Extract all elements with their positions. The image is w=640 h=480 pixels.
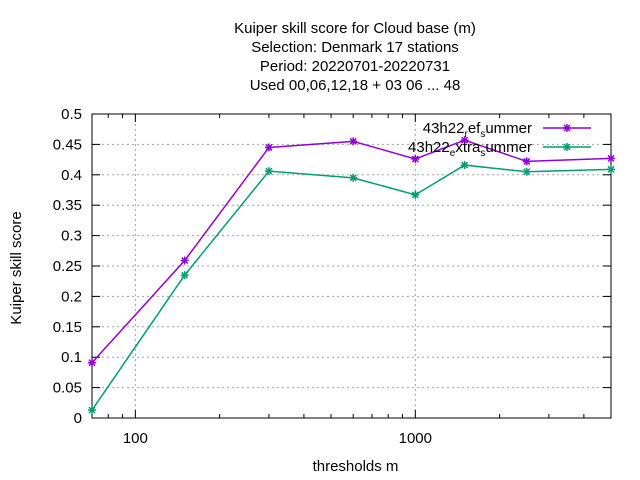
title-line: Used 00,06,12,18 + 03 06 ... 48 (250, 77, 461, 94)
data-point (411, 190, 420, 199)
y-tick-label: 0.25 (53, 258, 82, 275)
x-tick-label: 100 (123, 430, 148, 447)
x-tick-label: 1000 (399, 430, 432, 447)
title-line: Kuiper skill score for Cloud base (m) (234, 20, 476, 37)
data-point (460, 136, 469, 145)
data-point (180, 271, 189, 280)
series-line-1 (91, 139, 612, 364)
y-axis-label: Kuiper skill score (8, 211, 25, 324)
data-point (180, 256, 189, 265)
y-tick-label: 0.35 (53, 197, 82, 214)
data-point (522, 167, 531, 176)
data-point (88, 358, 96, 367)
title-line: Period: 20220701-20220731 (260, 58, 450, 75)
data-point (607, 154, 615, 163)
data-point (349, 137, 358, 146)
data-point (460, 161, 469, 170)
series-line-2 (91, 164, 612, 411)
series-group (88, 136, 615, 415)
y-tick-label: 0 (74, 410, 82, 427)
legend-label: 43h22extrasummer (408, 139, 532, 159)
legend-marker (563, 143, 571, 151)
x-axis-label: thresholds m (313, 458, 399, 475)
chart-title: Kuiper skill score for Cloud base (m) Sel… (234, 20, 476, 94)
data-point (88, 406, 96, 415)
data-point (264, 143, 273, 152)
grid (92, 114, 611, 418)
axes: 0 0.05 0.1 0.15 0.2 0.25 0.3 0.35 0.4 0.45 0.5 100 1… (53, 106, 612, 447)
legend-label: 43h22refsummer (423, 120, 532, 140)
y-tick-label: 0.15 (53, 319, 82, 336)
data-point (607, 165, 615, 174)
y-tick-label: 0.45 (53, 136, 82, 153)
legend-marker (563, 124, 571, 132)
data-point (264, 167, 273, 176)
data-point (349, 173, 358, 182)
y-tick-label: 0.05 (53, 380, 82, 397)
data-point (411, 154, 420, 163)
y-tick-label: 0.5 (61, 106, 82, 123)
y-tick-label: 0.1 (61, 349, 82, 366)
y-tick-label: 0.2 (61, 288, 82, 305)
y-tick-label: 0.3 (61, 228, 82, 245)
title-line: Selection: Denmark 17 stations (251, 39, 459, 56)
data-point (522, 157, 531, 166)
y-tick-label: 0.4 (61, 167, 82, 184)
